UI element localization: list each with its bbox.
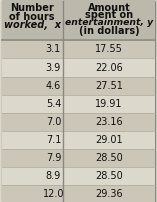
Bar: [2, 113, 155, 131]
Text: 7.9: 7.9: [46, 153, 61, 163]
Text: 12.0: 12.0: [43, 189, 64, 199]
Text: 4.6: 4.6: [46, 81, 61, 90]
Text: 28.50: 28.50: [95, 171, 123, 181]
Text: of hours: of hours: [9, 12, 55, 22]
Text: 22.06: 22.06: [95, 62, 123, 73]
Bar: [2, 77, 155, 95]
Text: 7.0: 7.0: [46, 117, 61, 127]
Bar: [2, 149, 155, 167]
Text: 23.16: 23.16: [95, 117, 123, 127]
Bar: [2, 185, 155, 202]
Bar: [2, 167, 155, 185]
Text: 29.36: 29.36: [95, 189, 123, 199]
Text: entertainment, y: entertainment, y: [65, 18, 153, 27]
Text: Number: Number: [10, 3, 54, 13]
Text: 28.50: 28.50: [95, 153, 123, 163]
Bar: [2, 0, 155, 39]
Text: 5.4: 5.4: [46, 99, 61, 109]
Bar: [2, 58, 155, 77]
Text: 3.9: 3.9: [46, 62, 61, 73]
Text: worked,  x: worked, x: [4, 20, 61, 30]
Bar: [2, 40, 155, 58]
Bar: [2, 95, 155, 113]
Text: 19.91: 19.91: [95, 99, 123, 109]
Bar: [2, 131, 155, 149]
Text: (in dollars): (in dollars): [79, 26, 139, 36]
Text: Amount: Amount: [88, 3, 130, 13]
Text: 17.55: 17.55: [95, 44, 123, 54]
Text: 29.01: 29.01: [95, 135, 123, 145]
Text: 7.1: 7.1: [46, 135, 61, 145]
Text: 8.9: 8.9: [46, 171, 61, 181]
Text: 3.1: 3.1: [46, 44, 61, 54]
Text: 27.51: 27.51: [95, 81, 123, 90]
Text: spent on: spent on: [85, 10, 133, 20]
